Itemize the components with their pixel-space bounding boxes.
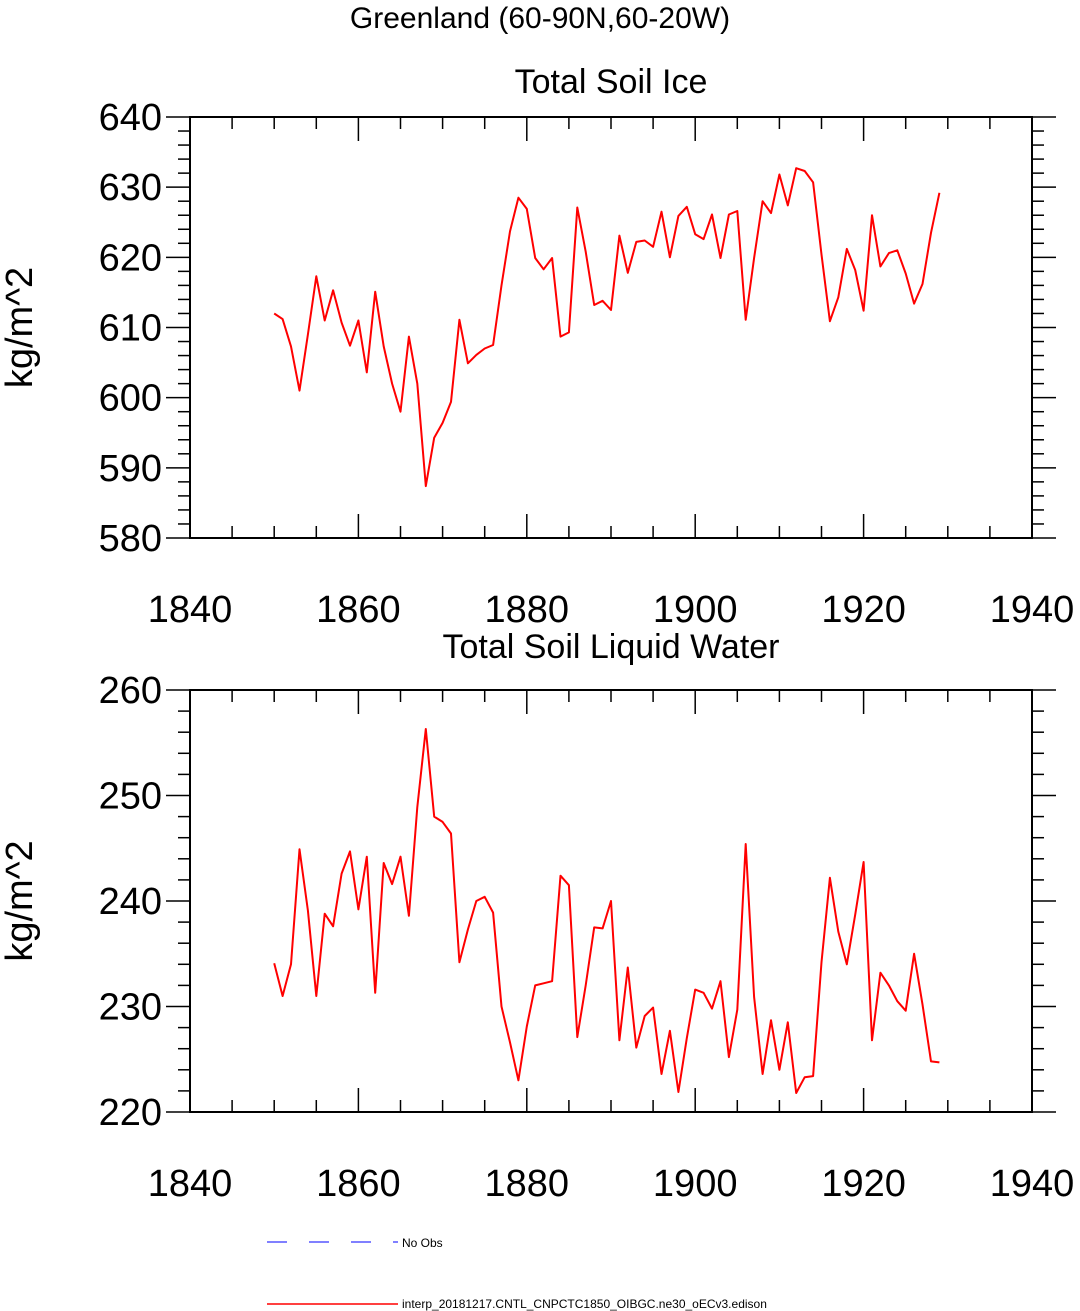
- x-tick-label: 1900: [653, 589, 738, 631]
- x-tick-label: 1900: [653, 1163, 738, 1205]
- y-tick-label: 600: [99, 378, 162, 420]
- legend-no-obs-label: No Obs: [402, 1236, 443, 1250]
- plot-frame: [189, 116, 1033, 539]
- panel-1: Total Soil Ice 1840 1860 1880 1900 1920 1940 58…: [0, 63, 1074, 631]
- panel-title: Total Soil Ice: [515, 63, 708, 101]
- x-tick-label: 1840: [148, 589, 233, 631]
- y-axis-label: kg/m^2: [0, 267, 41, 388]
- y-tick-label: 640: [99, 97, 162, 139]
- y-tick-label: 240: [99, 881, 162, 923]
- x-tick-label: 1840: [148, 1163, 233, 1205]
- x-tick-label: 1940: [990, 1163, 1075, 1205]
- legend-model-label: interp_20181217.CNTL_CNPCTC1850_OIBGC.ne…: [402, 1297, 767, 1311]
- y-tick-label: 590: [99, 448, 162, 490]
- panel-2: Total Soil Liquid Water 1840 1860 1880 1900 1…: [0, 628, 1074, 1205]
- legend: No Obs interp_20181217.CNTL_CNPCTC1850_O…: [267, 1236, 767, 1311]
- series-line: [273, 167, 941, 488]
- y-tick-label: 610: [99, 308, 162, 350]
- x-tick-label: 1920: [821, 589, 906, 631]
- x-tick-label: 1860: [316, 589, 401, 631]
- y-axis-label: kg/m^2: [0, 840, 41, 961]
- y-tick-label: 620: [99, 237, 162, 279]
- x-tick-label: 1860: [316, 1163, 401, 1205]
- x-tick-label: 1920: [821, 1163, 906, 1205]
- x-tick-label: 1880: [485, 1163, 570, 1205]
- x-tick-label: 1880: [485, 589, 570, 631]
- y-tick-label: 230: [99, 987, 162, 1029]
- y-tick-label: 580: [99, 518, 162, 560]
- series-line: [273, 728, 940, 1094]
- figure-suptitle: Greenland (60-90N,60-20W): [350, 2, 730, 35]
- y-tick-label: 260: [99, 670, 162, 712]
- y-tick-label: 630: [99, 167, 162, 209]
- panel-title: Total Soil Liquid Water: [442, 628, 779, 666]
- x-tick-label: 1940: [990, 589, 1075, 631]
- y-tick-label: 250: [99, 776, 162, 818]
- y-tick-label: 220: [99, 1092, 162, 1134]
